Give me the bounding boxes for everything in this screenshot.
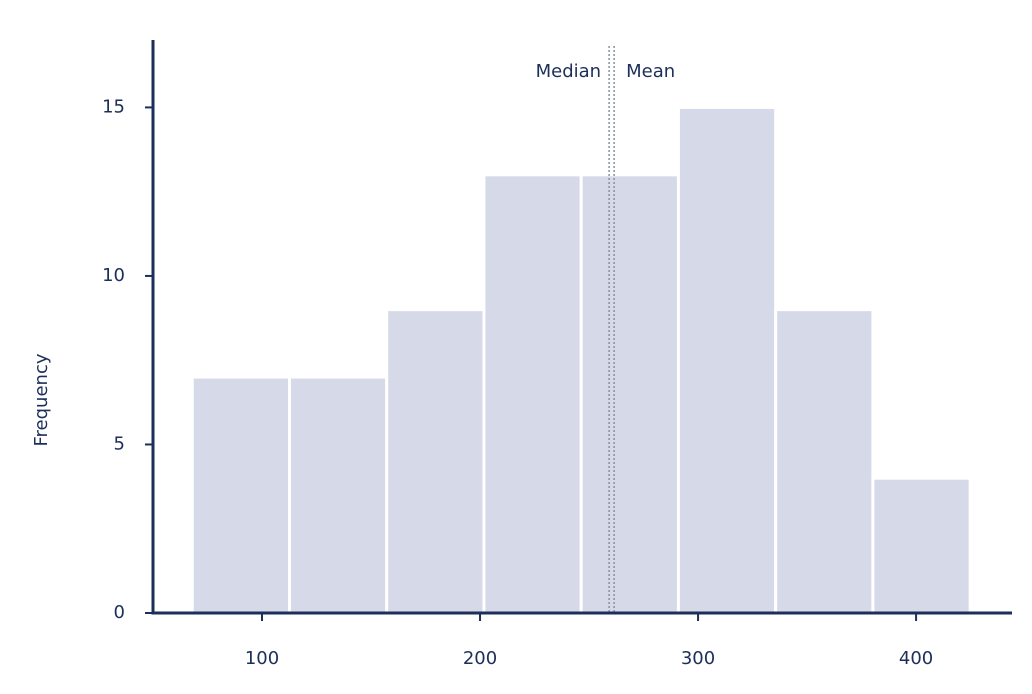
bar — [385, 308, 486, 615]
bar — [676, 105, 778, 615]
bar — [774, 308, 875, 615]
bar — [482, 173, 583, 615]
bar — [287, 375, 389, 615]
y-tick-label: 0 — [114, 602, 125, 623]
bar — [871, 476, 972, 615]
bar — [579, 173, 680, 615]
x-tick-label: 300 — [681, 648, 715, 669]
reference-label: Mean — [626, 61, 675, 82]
x-tick-label: 400 — [899, 648, 933, 669]
y-tick-label: 5 — [114, 433, 125, 454]
bar — [190, 375, 291, 615]
y-axis-label: Frequency — [31, 353, 52, 446]
reference-label: Median — [536, 61, 601, 82]
y-tick-label: 15 — [102, 96, 125, 117]
y-tick-label: 10 — [102, 265, 125, 286]
x-tick-label: 200 — [463, 648, 497, 669]
x-tick-label: 100 — [245, 648, 279, 669]
